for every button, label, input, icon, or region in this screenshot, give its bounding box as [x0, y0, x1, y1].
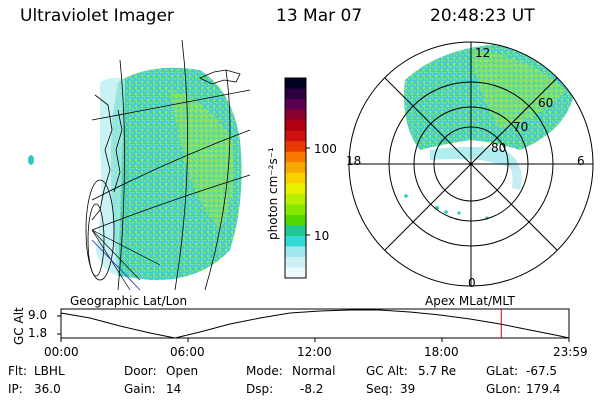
gc-alt-value: 5.7 Re [418, 364, 457, 378]
colorbar-segment [285, 109, 306, 121]
geographic-map [28, 39, 251, 291]
time-label: 20:48:23 UT [430, 6, 535, 26]
colorbar-segment [285, 120, 306, 132]
altitude-curve [60, 309, 570, 339]
xtick-18: 18:00 [424, 345, 459, 359]
dsp-label: Dsp: [246, 382, 274, 396]
gain-value: 14 [166, 382, 182, 396]
colorbar-segment [285, 78, 306, 90]
filter-label: Flt: [8, 364, 27, 378]
glon-value: 179.4 [526, 382, 561, 396]
colorbar-segment [285, 99, 306, 111]
xtick-12: 12:00 [297, 345, 332, 359]
xtick-2359: 23:59 [553, 345, 588, 359]
polar-plot [348, 41, 594, 287]
mode-value: Normal [292, 364, 336, 378]
geographic-label: Geographic Lat/Lon [70, 294, 188, 308]
mlt-label-0: 0 [468, 276, 476, 290]
colorbar-segment [285, 246, 306, 258]
colorbar-segment [285, 130, 306, 142]
glat-value: -67.5 [526, 364, 558, 378]
xtick-00: 00:00 [44, 345, 79, 359]
mlt-label-6: 6 [577, 154, 585, 168]
instrument-title: Ultraviolet Imager [20, 6, 174, 26]
stray-spot [28, 155, 34, 165]
mode-label: Mode: [246, 364, 283, 378]
colorbar-label: photon cm⁻²s⁻¹ [266, 147, 280, 240]
colorbar-segment [285, 151, 306, 163]
ip-value: 36.0 [34, 382, 61, 396]
colorbar-segment [285, 256, 306, 268]
colorbar-frame [284, 77, 307, 279]
colorbar-segment [285, 183, 306, 195]
glon-label: GLon: [486, 382, 521, 396]
dsp-value: -8.2 [300, 382, 324, 396]
ytick-9: 9.0 [28, 308, 48, 322]
colorbar-segment [285, 225, 306, 237]
colorbar-segment [285, 88, 306, 100]
colorbar-segment [285, 172, 306, 184]
ytick-1-8: 1.8 [28, 326, 48, 340]
colorbar-segment [285, 235, 306, 247]
date-label: 13 Mar 07 [276, 6, 363, 26]
door-label: Door: [124, 364, 157, 378]
mlt-label-12: 12 [475, 46, 491, 60]
colorbar-segment [285, 267, 306, 279]
colorbar [284, 77, 310, 279]
seq-value: 39 [400, 382, 416, 396]
filter-value: LBHL [34, 364, 65, 378]
glat-label: GLat: [486, 364, 519, 378]
colorbar-segment [285, 141, 306, 153]
colorbar-tick-10: 10 [314, 229, 330, 243]
mlat-label-70: 70 [513, 120, 529, 134]
gc-alt-label: GC Alt: [366, 364, 408, 378]
seq-label: Seq: [366, 382, 393, 396]
colorbar-segment [285, 162, 306, 174]
apex-label: Apex MLat/MLT [425, 294, 515, 308]
mlat-label-60: 60 [538, 96, 554, 110]
mlat-label-80: 80 [491, 141, 507, 155]
colorbar-segment [285, 193, 306, 205]
gain-label: Gain: [124, 382, 156, 396]
colorbar-tick-100: 100 [314, 142, 337, 156]
mlt-label-18: 18 [346, 154, 362, 168]
altitude-plot [57, 308, 570, 342]
xtick-06: 06:00 [170, 345, 205, 359]
door-value: Open [166, 364, 199, 378]
ip-label: IP: [8, 382, 23, 396]
colorbar-segment [285, 214, 306, 226]
gc-alt-axis-label: GC Alt [12, 307, 26, 345]
colorbar-segment [285, 204, 306, 216]
